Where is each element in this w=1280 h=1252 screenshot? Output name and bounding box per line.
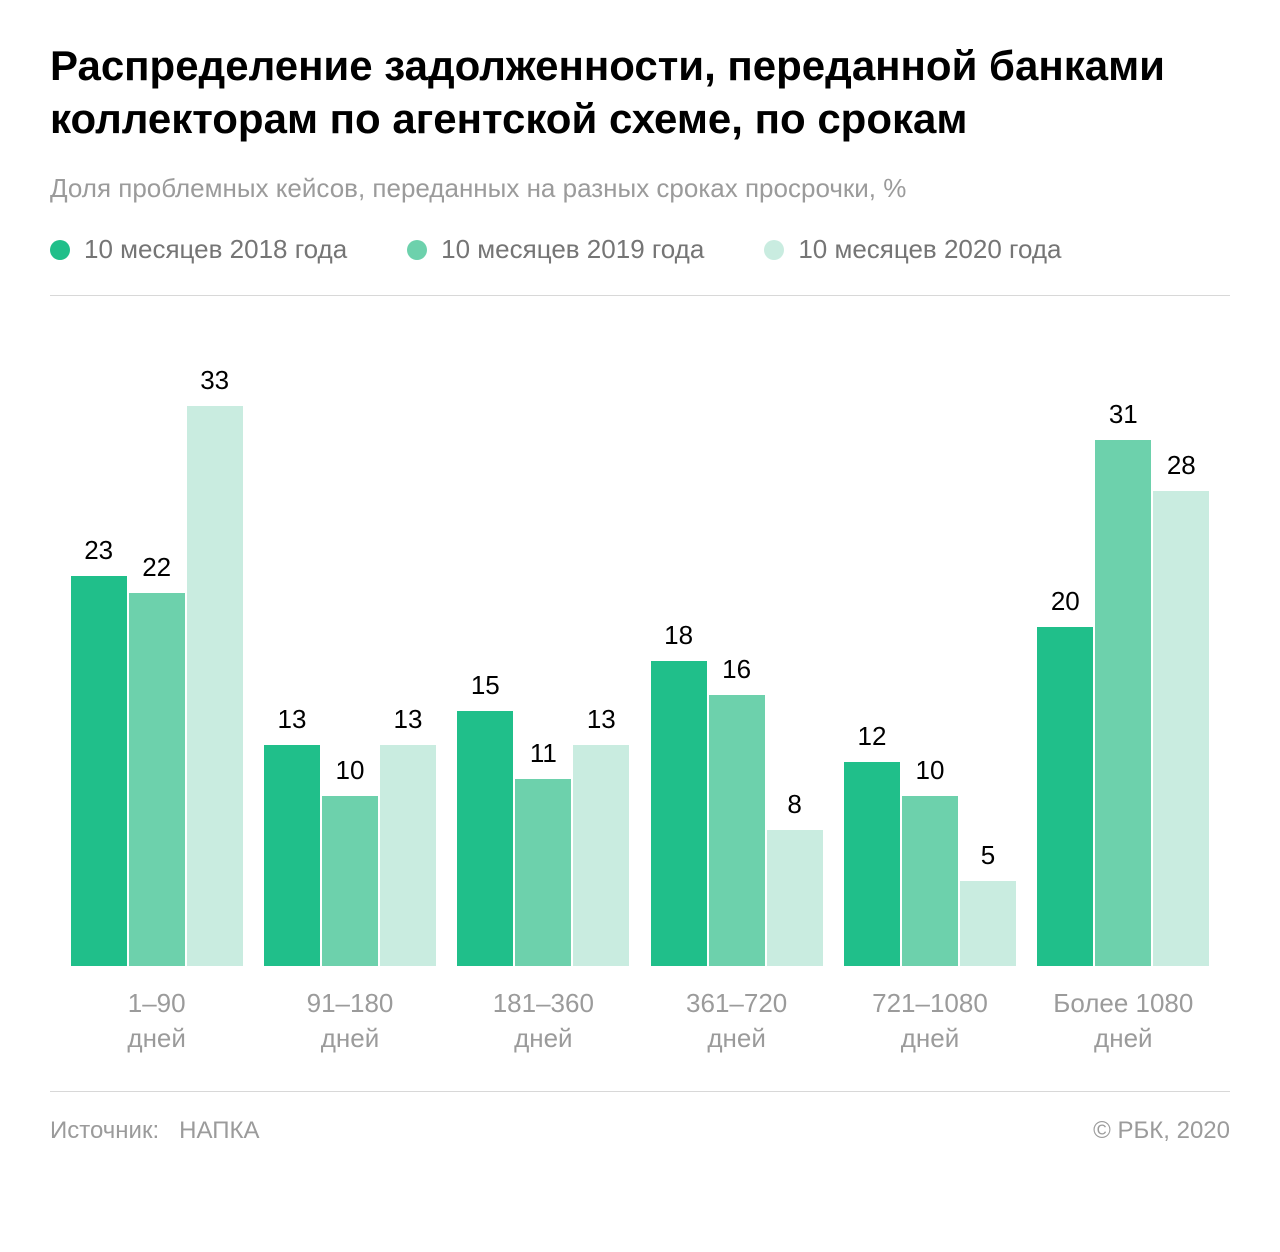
bar-value-label: 11 [530, 738, 557, 769]
source-prefix: Источник: [50, 1117, 159, 1144]
bar: 5 [960, 840, 1016, 966]
bar: 28 [1153, 450, 1209, 966]
bar-value-label: 18 [664, 620, 693, 651]
legend-item: 10 месяцев 2020 года [764, 234, 1061, 265]
legend-dot [407, 240, 427, 260]
chart-subtitle: Доля проблемных кейсов, переданных на ра… [50, 173, 1230, 204]
bar-rect [1153, 491, 1209, 966]
bar-value-label: 23 [84, 535, 113, 566]
bar-value-label: 13 [394, 704, 423, 735]
legend-item: 10 месяцев 2018 года [50, 234, 347, 265]
x-axis-label: 361–720дней [640, 986, 833, 1056]
bar-value-label: 22 [142, 552, 171, 583]
bar-value-label: 16 [722, 654, 751, 685]
legend-label: 10 месяцев 2020 года [798, 234, 1061, 265]
bar-rect [71, 576, 127, 966]
bar-rect [322, 796, 378, 966]
bar: 16 [709, 654, 765, 967]
bar-rect [1037, 627, 1093, 966]
bar-value-label: 8 [787, 789, 801, 820]
bar-rect [844, 762, 900, 966]
bar: 18 [651, 620, 707, 966]
bar-value-label: 5 [981, 840, 995, 871]
source-name: НАПКА [179, 1117, 259, 1144]
bar-group: 12 10 5 [833, 721, 1026, 966]
bar-group: 20 31 28 [1027, 399, 1220, 966]
bar-rect [1095, 440, 1151, 966]
bar-group: 15 11 13 [447, 670, 640, 966]
bar: 11 [515, 738, 571, 966]
bar-value-label: 33 [200, 365, 229, 396]
bar: 10 [322, 755, 378, 966]
bar: 31 [1095, 399, 1151, 966]
bar-group: 23 22 33 [60, 365, 253, 966]
bar-value-label: 10 [916, 755, 945, 786]
bar-rect [515, 779, 571, 966]
bar-value-label: 28 [1167, 450, 1196, 481]
bar-rect [651, 661, 707, 966]
bar-rect [380, 745, 436, 966]
bar-rect [709, 695, 765, 967]
bar: 15 [457, 670, 513, 966]
bar-value-label: 31 [1109, 399, 1138, 430]
bar-value-label: 15 [471, 670, 500, 701]
x-axis-label: 1–90дней [60, 986, 253, 1056]
legend-label: 10 месяцев 2018 года [84, 234, 347, 265]
legend-dot [50, 240, 70, 260]
bar: 23 [71, 535, 127, 966]
bar: 20 [1037, 586, 1093, 966]
bar-group: 13 10 13 [253, 704, 446, 966]
bar-rect [129, 593, 185, 966]
bar-group: 18 16 8 [640, 620, 833, 966]
legend: 10 месяцев 2018 года 10 месяцев 2019 года… [50, 234, 1230, 265]
legend-item: 10 месяцев 2019 года [407, 234, 704, 265]
legend-dot [764, 240, 784, 260]
x-axis-label: 721–1080дней [833, 986, 1026, 1056]
x-axis-label: 181–360дней [447, 986, 640, 1056]
bar: 13 [264, 704, 320, 966]
bar-rect [264, 745, 320, 966]
bar-value-label: 13 [278, 704, 307, 735]
legend-label: 10 месяцев 2019 года [441, 234, 704, 265]
bar-rect [573, 745, 629, 966]
bar: 33 [187, 365, 243, 966]
x-axis-label: Более 1080дней [1027, 986, 1220, 1056]
bar: 12 [844, 721, 900, 966]
bar: 13 [573, 704, 629, 966]
footer: Источник: НАПКА © РБК, 2020 [50, 1117, 1230, 1145]
source: Источник: НАПКА [50, 1117, 259, 1145]
bar-value-label: 10 [336, 755, 365, 786]
bar-rect [457, 711, 513, 966]
bar-value-label: 20 [1051, 586, 1080, 617]
x-axis-label: 91–180дней [253, 986, 446, 1056]
bar: 8 [767, 789, 823, 966]
bar-rect [767, 830, 823, 966]
bar: 13 [380, 704, 436, 966]
x-axis: 1–90дней91–180дней181–360дней361–720дней… [50, 966, 1230, 1091]
bar-groups: 23 22 33 13 10 13 15 11 13 18 16 8 12 10 5 20 31 28 [50, 326, 1230, 966]
chart-title: Распределение задолженности, переданной … [50, 40, 1230, 145]
bar-rect [902, 796, 958, 966]
bar-value-label: 13 [587, 704, 616, 735]
bar-value-label: 12 [858, 721, 887, 752]
bar-rect [187, 406, 243, 966]
copyright: © РБК, 2020 [1093, 1117, 1230, 1145]
bar: 22 [129, 552, 185, 966]
bar-rect [960, 881, 1016, 966]
bar: 10 [902, 755, 958, 966]
chart-area: 23 22 33 13 10 13 15 11 13 18 16 8 12 10 5 20 31 28 1–90д… [50, 295, 1230, 1092]
